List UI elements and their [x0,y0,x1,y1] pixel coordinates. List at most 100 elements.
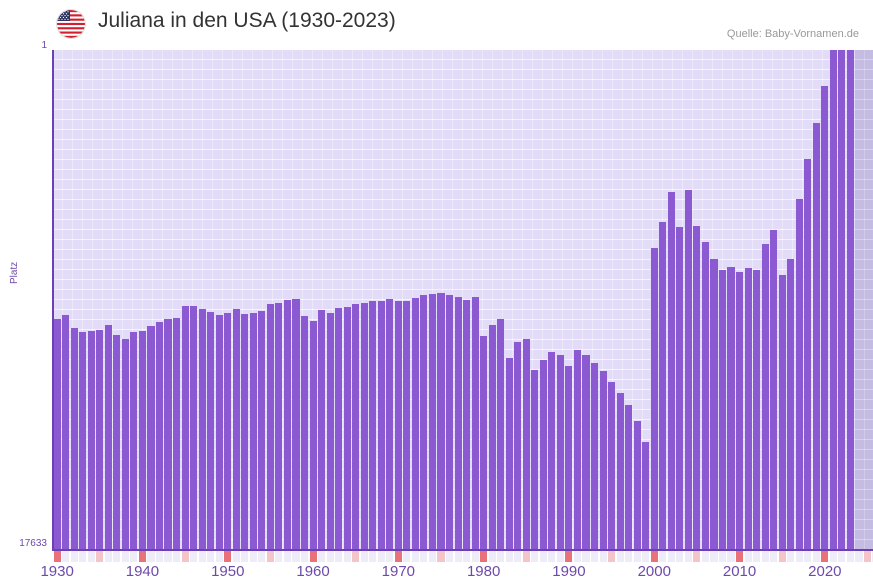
bar[interactable] [155,322,164,550]
bar[interactable] [96,330,104,550]
bar[interactable] [386,299,394,550]
bar[interactable] [821,86,829,550]
bar[interactable] [829,50,837,550]
bar[interactable] [659,222,667,550]
x-tick-minor [70,551,78,562]
bar[interactable] [718,270,727,550]
bar[interactable] [676,227,684,550]
bar[interactable] [207,312,215,550]
bar[interactable] [693,226,701,550]
x-tick-minor [164,551,172,562]
bar[interactable] [608,382,616,550]
bar[interactable] [531,370,539,550]
bar[interactable] [616,393,624,550]
bar[interactable] [241,314,249,550]
bar[interactable] [181,306,189,550]
bar[interactable] [352,304,360,550]
bar[interactable] [846,50,854,550]
source-attribution: Quelle: Baby-Vornamen.de [726,28,859,40]
bar[interactable] [104,325,112,550]
x-tick-minor [155,551,164,562]
bar[interactable] [736,272,744,550]
bar[interactable] [599,371,607,550]
bar[interactable] [539,360,547,550]
bar[interactable] [258,311,266,550]
bar[interactable] [633,421,641,550]
bar[interactable] [87,331,95,550]
bar[interactable] [548,352,556,550]
bar[interactable] [804,159,812,550]
bar[interactable] [565,366,573,550]
bar[interactable] [130,332,138,550]
bar[interactable] [343,307,351,550]
bar[interactable] [249,313,257,550]
bar[interactable] [53,319,61,550]
bar[interactable] [300,316,309,550]
bar[interactable] [62,315,70,550]
bar[interactable] [667,192,675,550]
bar[interactable] [770,230,778,550]
bar[interactable] [292,299,300,550]
bar[interactable] [812,123,820,550]
bar[interactable] [113,335,121,550]
bar[interactable] [463,300,471,550]
bar[interactable] [701,242,709,550]
bar[interactable] [778,275,786,550]
bar[interactable] [138,331,146,550]
x-tick-minor [463,551,471,562]
bar[interactable] [642,442,650,550]
bar[interactable] [428,294,436,550]
bar[interactable] [744,268,752,550]
bar[interactable] [514,342,522,550]
bar[interactable] [335,308,343,550]
bar[interactable] [232,309,240,550]
bar[interactable] [266,304,274,550]
bar[interactable] [582,355,590,550]
bar[interactable] [556,355,564,550]
bar[interactable] [710,259,718,550]
bar[interactable] [190,306,198,550]
bar[interactable] [318,310,326,550]
bar[interactable] [445,295,454,550]
bar[interactable] [471,297,479,550]
bar[interactable] [164,319,172,550]
bar[interactable] [454,297,462,550]
bar[interactable] [377,301,385,550]
bar[interactable] [369,301,377,550]
bar[interactable] [625,405,633,550]
bar[interactable] [753,270,761,550]
bar[interactable] [309,321,317,550]
bar[interactable] [326,313,334,550]
bar[interactable] [121,339,129,550]
bar[interactable] [497,319,505,550]
bar[interactable] [403,301,411,550]
bar[interactable] [684,190,692,550]
bar[interactable] [215,315,223,550]
bar[interactable] [590,363,599,550]
us-flag-icon [57,10,85,38]
bar[interactable] [437,293,445,550]
bar[interactable] [795,199,803,550]
bar[interactable] [420,295,428,550]
bar[interactable] [505,358,513,550]
bar[interactable] [394,301,402,550]
bar[interactable] [173,318,181,550]
bar[interactable] [224,313,232,550]
bar[interactable] [727,267,735,550]
bar[interactable] [838,50,846,550]
bar[interactable] [198,309,206,550]
bar[interactable] [488,325,496,550]
bar[interactable] [522,339,530,550]
bar[interactable] [360,303,368,550]
bar[interactable] [275,303,283,550]
bar[interactable] [283,300,291,550]
bar[interactable] [147,326,155,550]
bar[interactable] [480,336,488,550]
bar[interactable] [573,350,582,550]
bar[interactable] [411,298,419,550]
bar[interactable] [79,332,87,550]
bar[interactable] [787,259,795,550]
bar[interactable] [650,248,658,550]
bar[interactable] [761,244,769,550]
bar[interactable] [70,328,78,550]
